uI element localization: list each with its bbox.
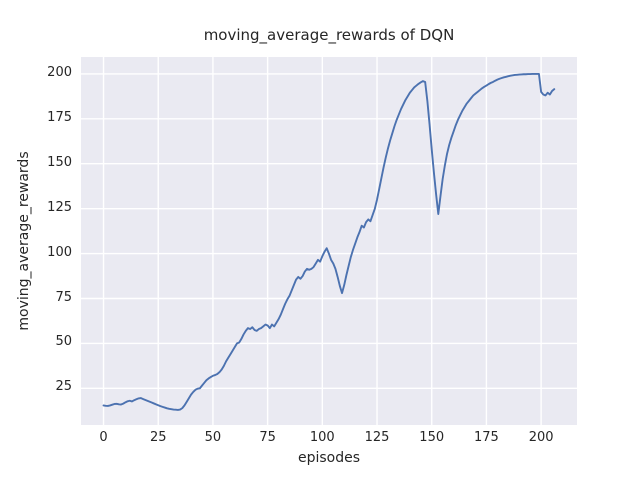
x-tick-label: 200 [528, 430, 554, 445]
x-tick-label: 50 [204, 430, 222, 445]
x-tick-label: 75 [259, 430, 276, 445]
y-tick-label: 50 [55, 334, 72, 350]
y-tick-label: 75 [55, 289, 72, 305]
x-tick-label: 100 [309, 430, 335, 445]
x-tick-label: 25 [149, 430, 167, 445]
y-tick-label: 200 [47, 64, 72, 80]
x-tick-label: 150 [419, 430, 445, 445]
x-tick-label: 0 [99, 430, 108, 445]
y-tick-label: 100 [47, 244, 72, 260]
y-tick-label: 25 [55, 379, 72, 395]
chart-title: moving_average_rewards of DQN [203, 26, 455, 44]
x-tick-label: 125 [364, 430, 390, 445]
y-tick-label: 125 [47, 199, 72, 215]
reward-line [102, 72, 556, 411]
y-tick-label: 175 [47, 109, 72, 125]
x-tick-label: 175 [473, 430, 499, 445]
plot-area [81, 57, 577, 425]
y-tick-label: 150 [47, 154, 72, 170]
x-axis-label: episodes [297, 450, 361, 466]
